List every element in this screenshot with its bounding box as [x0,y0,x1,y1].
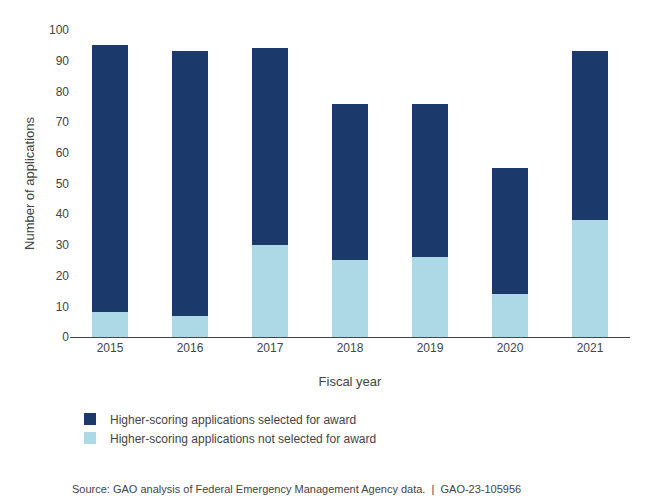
svg-text:80: 80 [56,85,70,99]
svg-text:Higher-scoring applications se: Higher-scoring applications selected for… [110,413,356,427]
svg-text:20: 20 [56,269,70,283]
svg-text:60: 60 [56,146,70,160]
svg-text:10: 10 [56,300,70,314]
svg-text:Source: GAO analysis of Federa: Source: GAO analysis of Federal Emergenc… [72,483,521,495]
svg-text:2017: 2017 [257,341,284,355]
svg-text:2018: 2018 [337,341,364,355]
svg-text:2016: 2016 [177,341,204,355]
svg-text:Higher-scoring applications no: Higher-scoring applications not selected… [110,432,376,446]
svg-text:90: 90 [56,54,70,68]
svg-text:50: 50 [56,177,70,191]
svg-text:0: 0 [62,330,69,344]
svg-text:70: 70 [56,115,70,129]
svg-text:Number of applications: Number of applications [22,117,37,250]
svg-text:Fiscal year: Fiscal year [319,374,383,389]
svg-text:2015: 2015 [97,341,124,355]
svg-text:2021: 2021 [577,341,604,355]
svg-text:30: 30 [56,238,70,252]
svg-text:2019: 2019 [417,341,444,355]
svg-text:2020: 2020 [497,341,524,355]
svg-text:100: 100 [49,23,69,37]
svg-text:40: 40 [56,207,70,221]
